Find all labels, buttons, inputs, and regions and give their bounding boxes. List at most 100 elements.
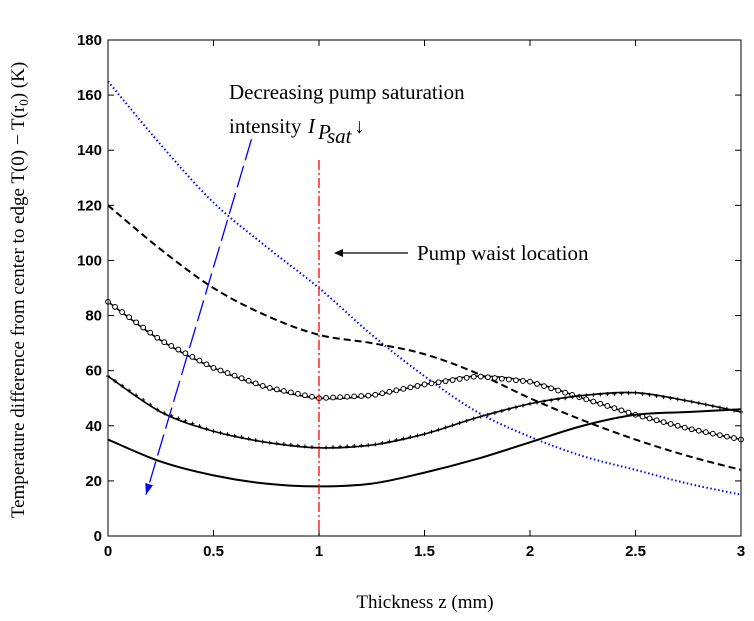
y-axis-label: Temperature difference from center to ed…	[8, 62, 31, 518]
pump-waist-label: Pump waist location	[417, 241, 589, 265]
y-tick-label: 160	[77, 87, 102, 104]
circle-marker	[295, 390, 301, 397]
x-tick-label: 2.5	[625, 543, 646, 560]
circle-marker	[484, 374, 491, 381]
star-marker	[197, 424, 202, 429]
circle-marker	[330, 394, 336, 401]
circle-marker	[407, 384, 414, 391]
star-marker	[563, 396, 568, 401]
down-arrow-icon: ↓	[354, 114, 365, 138]
star-marker	[232, 433, 237, 438]
star-marker	[577, 394, 582, 399]
circle-marker	[583, 396, 590, 403]
star-marker	[281, 442, 286, 447]
circle-marker	[393, 387, 400, 394]
saturation-arrow	[145, 139, 253, 495]
y-tick-label: 40	[85, 418, 102, 435]
series-markers-3	[105, 298, 744, 443]
series-layer	[105, 80, 744, 496]
y-tick-label: 20	[85, 473, 102, 490]
star-marker	[176, 416, 181, 421]
circle-marker	[541, 383, 547, 389]
star-marker	[295, 443, 300, 448]
circle-marker	[498, 375, 505, 382]
circle-marker	[470, 373, 477, 380]
y-tick-label: 0	[94, 528, 102, 545]
star-marker	[352, 443, 357, 448]
star-marker	[640, 391, 645, 396]
star-marker	[162, 411, 167, 416]
saturation-annotation-line1: Decreasing pump saturation	[229, 80, 465, 104]
star-marker	[211, 429, 216, 434]
circle-marker	[520, 378, 526, 384]
circle-marker	[182, 350, 189, 357]
circle-marker	[210, 365, 217, 371]
star-marker	[689, 399, 694, 404]
circle-marker	[252, 380, 259, 387]
star-marker	[155, 407, 160, 412]
circle-marker	[717, 432, 723, 439]
star-marker	[190, 421, 195, 426]
circle-marker	[161, 339, 168, 346]
star-marker	[499, 409, 504, 414]
star-marker	[492, 410, 497, 415]
circle-marker	[562, 389, 569, 396]
star-marker	[584, 393, 589, 398]
star-marker	[373, 442, 378, 447]
star-marker	[443, 425, 448, 430]
circle-marker	[695, 427, 702, 434]
circle-marker	[217, 367, 224, 374]
circle-marker	[463, 374, 470, 381]
star-marker	[450, 423, 455, 428]
svg-text:intensity: intensity	[229, 114, 302, 138]
circle-marker	[611, 405, 618, 412]
circle-marker	[688, 426, 695, 433]
star-marker	[415, 433, 420, 438]
star-marker	[520, 403, 525, 408]
star-marker	[619, 391, 624, 396]
y-tick-label: 120	[77, 197, 102, 214]
series-line-2	[107, 204, 742, 471]
circle-marker	[302, 392, 308, 399]
x-tick-label: 1	[315, 543, 323, 560]
circle-marker	[126, 314, 133, 321]
circle-marker	[400, 385, 407, 392]
circle-marker	[224, 370, 231, 376]
circle-marker	[414, 383, 421, 389]
star-marker	[253, 438, 258, 443]
star-marker	[366, 443, 371, 448]
star-marker	[183, 419, 188, 424]
star-marker	[338, 444, 343, 449]
circle-marker	[597, 400, 604, 407]
circle-marker	[344, 393, 351, 400]
star-marker	[260, 439, 265, 444]
circle-marker	[203, 361, 210, 368]
circle-marker	[513, 377, 519, 384]
circle-marker	[287, 389, 294, 396]
star-marker	[274, 441, 279, 446]
x-axis-label: Thickness z (mm)	[356, 592, 493, 613]
star-marker	[345, 444, 350, 449]
circle-marker	[709, 430, 716, 437]
star-marker	[549, 398, 554, 403]
circle-marker	[681, 424, 688, 431]
star-marker	[556, 397, 561, 402]
star-marker	[246, 436, 251, 441]
circle-marker	[154, 334, 161, 341]
star-marker	[598, 392, 603, 397]
circle-marker	[491, 375, 498, 381]
circle-marker	[323, 394, 329, 401]
star-marker	[436, 427, 441, 432]
series-line-3	[107, 301, 742, 441]
circle-marker	[604, 403, 611, 409]
y-tick-label: 80	[85, 308, 102, 325]
star-marker	[422, 432, 427, 437]
circle-marker	[506, 376, 512, 383]
star-marker	[309, 445, 314, 450]
circle-marker	[442, 378, 449, 385]
circle-marker	[646, 415, 653, 422]
circle-marker	[618, 407, 625, 414]
svg-text:P: P	[317, 120, 331, 144]
circle-marker	[660, 419, 667, 426]
